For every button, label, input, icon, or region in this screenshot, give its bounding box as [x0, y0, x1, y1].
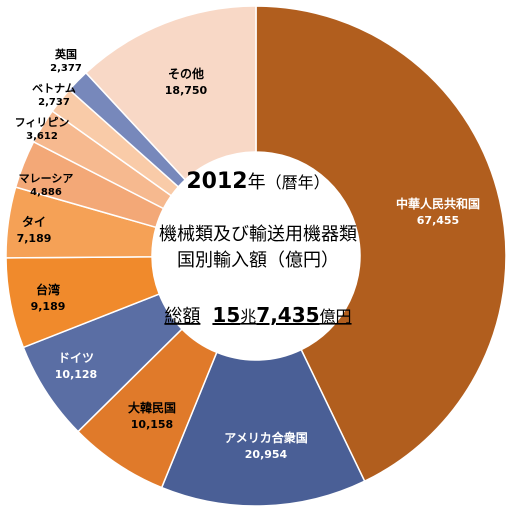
slice-label-value: 2,737 [38, 97, 70, 108]
slice-labels: 中華人民共和国 67,455 アメリカ合衆国 20,954 大韓民国 10,158 ドイツ 1… [15, 47, 480, 461]
slice-label-name: ベトナム [32, 82, 76, 95]
slice-label-value: 20,954 [245, 448, 288, 461]
slice-label-value: 3,612 [26, 131, 58, 142]
center-total: 総額 15兆7,435億円 [164, 303, 351, 327]
slice-label-value: 10,158 [131, 418, 173, 431]
slice-label-name: アメリカ合衆国 [224, 430, 307, 445]
slice-label-name: タイ [22, 215, 46, 229]
center-text: 2012年（暦年） 機械類及び輸送用機器類 国別輸入額（億円） 総額 15兆7,4… [159, 169, 357, 327]
slice-label-name: マレーシア [19, 172, 74, 185]
center-year: 2012年（暦年） [186, 169, 329, 194]
slice-label-value: 67,455 [417, 214, 459, 227]
slice-label-value: 10,128 [55, 368, 97, 381]
slice-label-value: 9,189 [31, 300, 66, 313]
slice-label-value: 18,750 [165, 84, 208, 97]
slice-label-value: 7,189 [17, 232, 52, 245]
slice-label-name: ドイツ [58, 351, 94, 365]
slice-label-name: 大韓民国 [128, 400, 176, 415]
center-title-line2: 国別輸入額（億円） [177, 250, 339, 271]
center-title-line1: 機械類及び輸送用機器類 [159, 224, 357, 245]
slice-label-name: 台湾 [36, 282, 60, 297]
slice-label-value: 4,886 [30, 187, 62, 198]
slice-label-name: 英国 [54, 47, 77, 61]
donut-hole [152, 152, 360, 360]
slice-label-name: 中華人民共和国 [396, 196, 480, 211]
slice-label-name: その他 [168, 66, 204, 81]
slice-label-name: フィリピン [15, 116, 70, 129]
slice-label-value: 2,377 [50, 63, 82, 74]
donut-slices [5, 5, 507, 507]
